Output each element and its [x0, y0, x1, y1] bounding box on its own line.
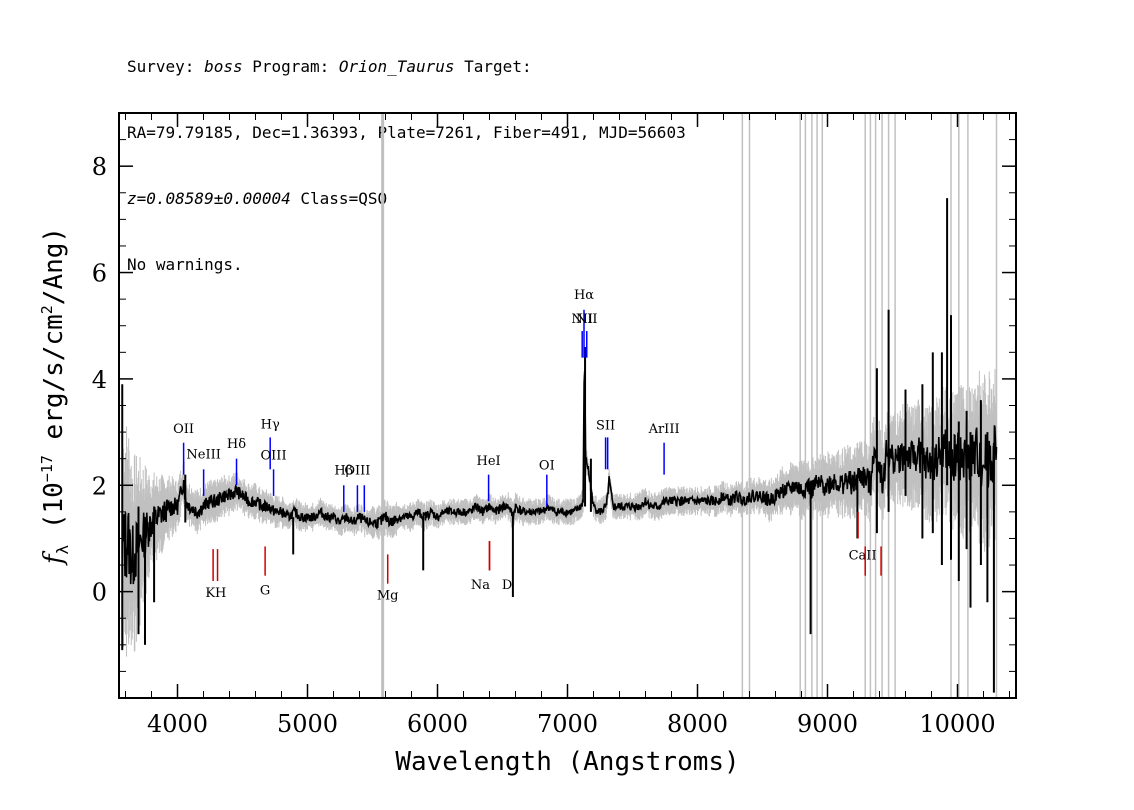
masked-pixel-lines	[381, 113, 998, 698]
x-tick-label: 10000	[919, 710, 995, 738]
emission-label-13: SII	[596, 418, 615, 433]
emission-label-3: Hγ	[261, 417, 280, 432]
emission-label-1: NeIII	[186, 448, 220, 463]
y-tick-label: 2	[92, 472, 107, 500]
emission-label-10: NII	[571, 312, 593, 327]
program-name: Orion_Taurus	[338, 57, 455, 76]
y-axis-title-sub: λ	[53, 544, 72, 554]
y-axis-title-mid: erg/s/cm	[39, 314, 69, 455]
absorption-label-2: G	[260, 583, 270, 598]
y-axis-title: fλ (10−17 erg/s/cm2/Ang)	[38, 227, 72, 566]
spectrum-header: Survey: boss Program: Orion_Taurus Targe…	[127, 12, 686, 298]
flux-series	[121, 198, 998, 693]
x-tick-label: 8000	[667, 710, 728, 738]
emission-label-8: HeI	[477, 454, 501, 469]
y-tick-label: 6	[92, 260, 107, 288]
redshift-value: z=0.08589±0.00004	[127, 189, 291, 208]
header-line-redshift: z=0.08589±0.00004 Class=QSO	[127, 188, 686, 210]
flux-line	[122, 371, 998, 585]
absorption-label-5: D	[502, 578, 512, 593]
absorption-label-6: CaII	[849, 549, 877, 564]
emission-label-5: Hβ	[334, 464, 353, 479]
header-line-warnings: No warnings.	[127, 255, 243, 274]
emission-label-0: OII	[173, 422, 194, 437]
absorption-label-0: KH	[205, 586, 226, 601]
y-tick-label: 8	[92, 153, 107, 181]
emission-label-4: OIII	[261, 449, 287, 464]
x-tick-label: 6000	[407, 710, 468, 738]
x-tick-label: 7000	[537, 710, 598, 738]
x-tick-label: 5000	[277, 710, 338, 738]
header-line-coordinates: RA=79.79185, Dec=1.36393, Plate=7261, Fi…	[127, 123, 686, 142]
emission-label-12: NII	[576, 312, 598, 327]
x-tick-label: 4000	[147, 710, 208, 738]
y-axis-title-exp2: 2	[38, 305, 56, 314]
x-axis-title: Wavelength (Angstroms)	[395, 747, 739, 777]
emission-label-2: Hδ	[227, 437, 246, 452]
emission-label-6: OIII	[344, 464, 370, 479]
y-axis-title-pre: (10	[39, 482, 69, 545]
x-tick-label: 9000	[797, 710, 858, 738]
axis-ticks: 4000 5000 6000 7000 8000 9000 10000 0 2 4 6 8	[92, 113, 1016, 738]
emission-label-9: OI	[539, 458, 555, 473]
header-line-survey: Survey: boss Program: Orion_Taurus Targe…	[127, 57, 532, 76]
y-axis-title-exp1: −17	[38, 455, 56, 482]
survey-name: boss	[204, 57, 243, 76]
y-axis-title-post: /Ang)	[39, 227, 69, 305]
y-tick-label: 0	[92, 579, 107, 607]
y-tick-label: 4	[92, 366, 107, 394]
absorption-label-3: Mg	[377, 589, 399, 604]
absorption-label-4: Na	[471, 578, 490, 593]
emission-label-11: Hα	[574, 288, 594, 303]
emission-label-15: ArIII	[648, 422, 680, 437]
class-value: Class=QSO	[290, 189, 388, 208]
